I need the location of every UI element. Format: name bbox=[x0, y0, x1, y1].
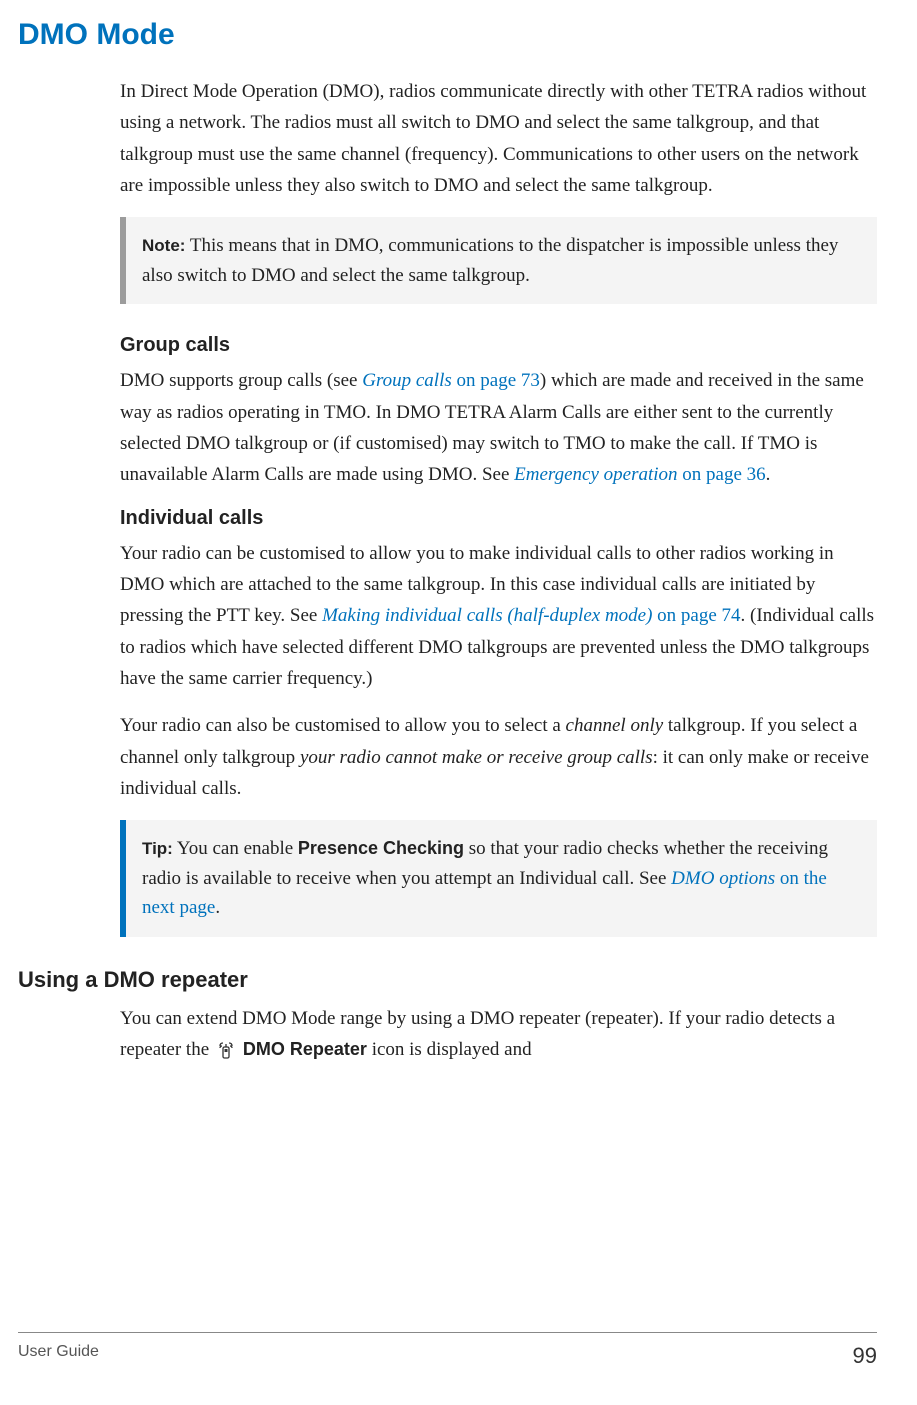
tip-label: Tip: bbox=[142, 839, 173, 858]
emphasis-text: your radio cannot make or receive group … bbox=[300, 747, 653, 768]
text-fragment: icon is displayed and bbox=[367, 1039, 532, 1060]
dmo-repeater-term: DMO Repeater bbox=[238, 1039, 367, 1059]
note-callout: Note: This means that in DMO, communicat… bbox=[120, 217, 877, 304]
dmo-repeater-icon bbox=[216, 1041, 236, 1061]
individual-calls-heading: Individual calls bbox=[120, 507, 877, 530]
note-label: Note: bbox=[142, 236, 185, 255]
dmo-options-link[interactable]: DMO options bbox=[671, 868, 775, 889]
individual-calls-paragraph-1: Your radio can be customised to allow yo… bbox=[120, 538, 877, 695]
footer-page-number: 99 bbox=[853, 1343, 877, 1369]
footer-doc-title: User Guide bbox=[18, 1343, 99, 1369]
presence-checking-term: Presence Checking bbox=[298, 838, 464, 858]
group-calls-link[interactable]: Group calls bbox=[362, 370, 452, 391]
link-page-ref[interactable]: on page 74 bbox=[657, 605, 740, 626]
individual-calls-paragraph-2: Your radio can also be customised to all… bbox=[120, 710, 877, 804]
text-fragment: . bbox=[215, 897, 220, 918]
text-fragment: DMO supports group calls (see bbox=[120, 370, 362, 391]
text-fragment: Your radio can also be customised to all… bbox=[120, 715, 566, 736]
emphasis-text: channel only bbox=[566, 715, 664, 736]
making-individual-calls-link[interactable]: Making individual calls (half-duplex mod… bbox=[322, 605, 657, 626]
using-dmo-repeater-heading: Using a DMO repeater bbox=[18, 967, 877, 993]
link-page-ref[interactable]: on page 36 bbox=[678, 464, 766, 485]
link-page-ref[interactable]: on page 73 bbox=[452, 370, 540, 391]
tip-callout: Tip: You can enable Presence Checking so… bbox=[120, 820, 877, 936]
emergency-operation-link[interactable]: Emergency operation bbox=[514, 464, 677, 485]
page-title: DMO Mode bbox=[18, 18, 877, 52]
text-fragment: . bbox=[766, 464, 771, 485]
repeater-paragraph: You can extend DMO Mode range by using a… bbox=[120, 1003, 877, 1066]
group-calls-heading: Group calls bbox=[120, 334, 877, 357]
text-fragment: You can enable bbox=[173, 838, 298, 859]
group-calls-paragraph: DMO supports group calls (see Group call… bbox=[120, 365, 877, 490]
page-footer: User Guide 99 bbox=[18, 1332, 877, 1369]
intro-paragraph: In Direct Mode Operation (DMO), radios c… bbox=[120, 76, 877, 201]
note-text: This means that in DMO, communications t… bbox=[142, 235, 838, 285]
